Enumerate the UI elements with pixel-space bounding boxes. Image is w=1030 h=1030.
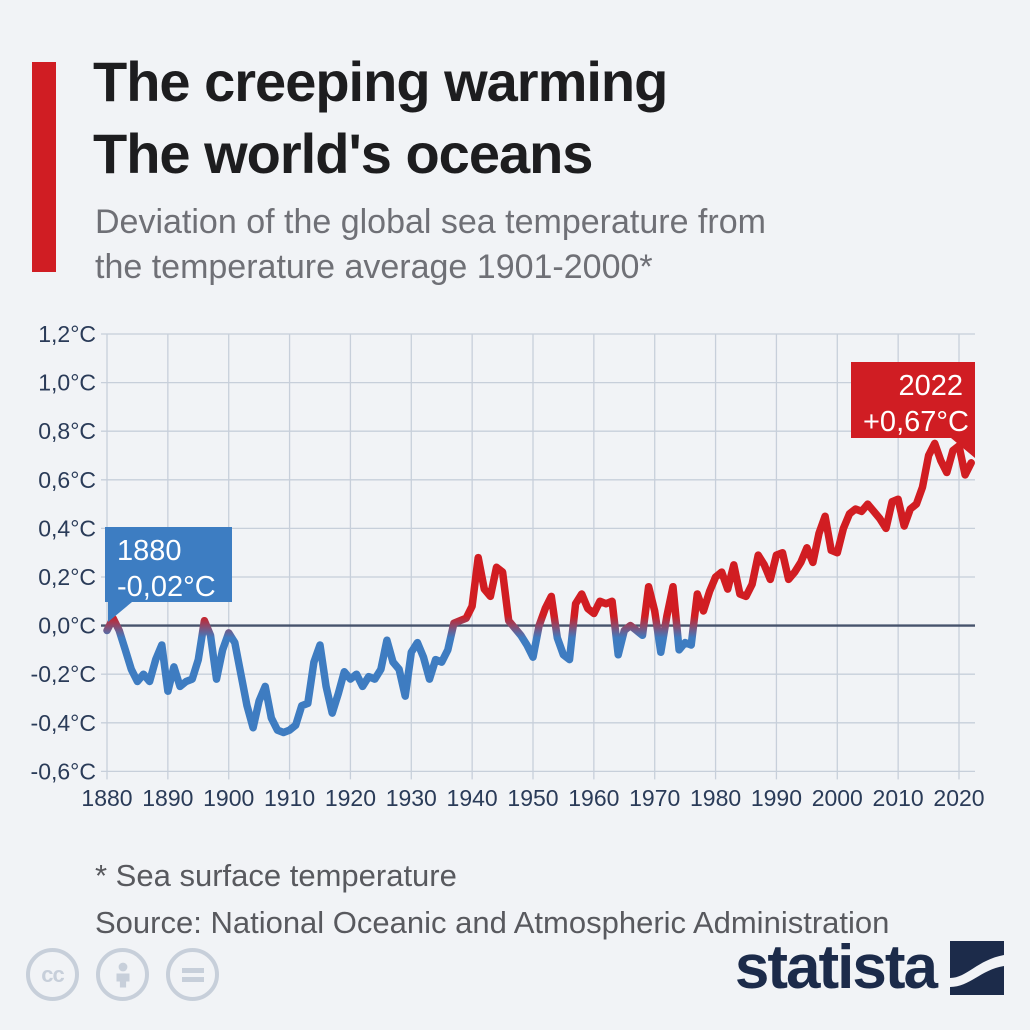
callout-1880-pointer: [108, 602, 132, 622]
svg-text:1940: 1940: [447, 785, 498, 811]
license-icons: cc: [26, 948, 219, 1001]
statista-logo-icon: [950, 941, 1004, 995]
chart-axis-labels: 1880 1890 1900 1910 1920 1930 1940 1950 1960 1970…: [31, 321, 985, 811]
svg-text:1960: 1960: [568, 785, 619, 811]
svg-text:-0,6°C: -0,6°C: [31, 758, 96, 784]
svg-text:0,0°C: 0,0°C: [38, 613, 96, 639]
svg-text:0,8°C: 0,8°C: [38, 418, 96, 444]
footer: * Sea surface temperature Source: Nation…: [95, 852, 889, 946]
svg-text:0,4°C: 0,4°C: [38, 515, 96, 541]
svg-text:1950: 1950: [507, 785, 558, 811]
accent-bar: [32, 62, 56, 272]
callout-1880-year: 1880: [117, 535, 182, 567]
subtitle-line-2: the temperature average 1901-2000*: [95, 248, 653, 286]
svg-text:0,2°C: 0,2°C: [38, 564, 96, 590]
svg-text:0,6°C: 0,6°C: [38, 467, 96, 493]
svg-text:2010: 2010: [873, 785, 924, 811]
footnote: * Sea surface temperature: [95, 858, 457, 893]
svg-text:1980: 1980: [690, 785, 741, 811]
svg-text:-0,4°C: -0,4°C: [31, 710, 96, 736]
svg-text:1880: 1880: [81, 785, 132, 811]
chart-gridlines: [101, 333, 975, 780]
statista-wordmark: statista: [734, 933, 938, 1002]
subtitle-line-1: Deviation of the global sea temperature …: [95, 203, 766, 241]
callout-1880: 1880 -0,02°C: [105, 527, 232, 622]
svg-text:2020: 2020: [933, 785, 984, 811]
callout-2022-pointer: [951, 438, 975, 458]
statista-branding[interactable]: statista: [0, 933, 1004, 1002]
callout-2022-value: +0,67°C: [863, 406, 969, 438]
svg-text:1890: 1890: [142, 785, 193, 811]
callout-1880-value: -0,02°C: [117, 571, 216, 603]
svg-text:-0,2°C: -0,2°C: [31, 661, 96, 687]
callout-2022: 2022 +0,67°C: [851, 362, 975, 458]
source-line: Source: National Oceanic and Atmospheric…: [95, 905, 890, 940]
svg-text:1,0°C: 1,0°C: [38, 370, 96, 396]
title-line-2: The world's oceans: [93, 122, 593, 185]
cc-nd-equals-icon[interactable]: [166, 948, 219, 1001]
title-line-1: The creeping warming: [93, 50, 668, 113]
temperature-anomaly-line: [103, 439, 975, 737]
svg-text:2000: 2000: [812, 785, 863, 811]
svg-text:1,2°C: 1,2°C: [38, 321, 96, 347]
page-subtitle: Deviation of the global sea temperature …: [95, 200, 766, 290]
cc-by-person-icon[interactable]: [96, 948, 149, 1001]
svg-text:1920: 1920: [325, 785, 376, 811]
svg-text:1910: 1910: [264, 785, 315, 811]
page-title: The creeping warming The world's oceans: [93, 46, 668, 190]
svg-text:1930: 1930: [386, 785, 437, 811]
svg-text:1900: 1900: [203, 785, 254, 811]
cc-icon[interactable]: cc: [26, 948, 79, 1001]
svg-text:1990: 1990: [751, 785, 802, 811]
callout-2022-year: 2022: [898, 370, 963, 402]
svg-text:1970: 1970: [629, 785, 680, 811]
